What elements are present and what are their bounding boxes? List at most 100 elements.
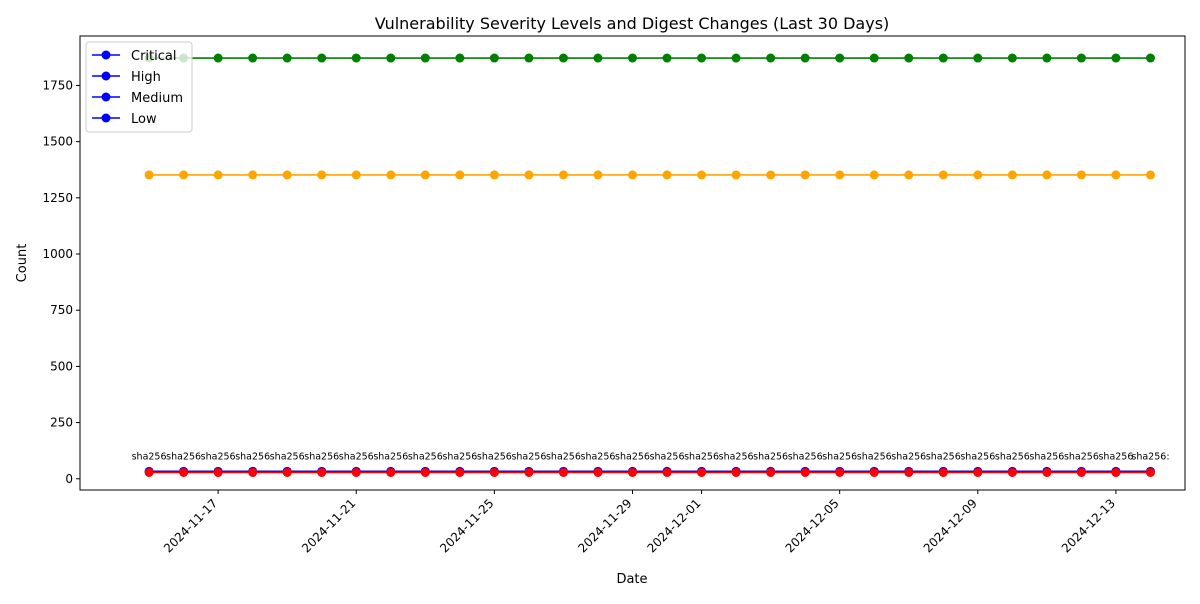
digest-annotation: sha256 (753, 452, 788, 463)
data-point (800, 53, 810, 63)
series-3 (144, 467, 1155, 477)
digest-annotation: sha256 (442, 452, 477, 463)
digest-annotation: sha256 (339, 452, 374, 463)
data-point (938, 467, 948, 477)
data-point (835, 53, 845, 63)
data-point (731, 170, 741, 180)
data-point (973, 53, 983, 63)
data-point (593, 53, 603, 63)
data-point (248, 53, 258, 63)
legend-label: High (131, 70, 161, 85)
data-point (1145, 467, 1155, 477)
data-point (835, 170, 845, 180)
digest-annotation: sha256 (719, 452, 754, 463)
data-point (1007, 467, 1017, 477)
plot-frame (79, 35, 1186, 491)
data-point (835, 467, 845, 477)
digest-annotation: sha256 (270, 452, 305, 463)
data-point (1042, 170, 1052, 180)
data-point (904, 467, 914, 477)
data-point (420, 467, 430, 477)
data-point (1076, 170, 1086, 180)
x-tick-label: 2024-11-29 (575, 496, 634, 555)
plot-area: sha256 sha256 sha256 sha256 sha256 sha256 sha2… (132, 53, 1170, 477)
data-point (697, 170, 707, 180)
data-point (869, 53, 879, 63)
data-point (179, 467, 189, 477)
data-point (351, 467, 361, 477)
data-point (524, 170, 534, 180)
data-point (248, 170, 258, 180)
data-point (317, 53, 327, 63)
digest-annotation: sha256: (1131, 452, 1169, 463)
data-point (524, 53, 534, 63)
data-point (628, 53, 637, 63)
legend-marker (101, 92, 111, 102)
data-point (317, 170, 327, 180)
data-point (179, 170, 189, 180)
digest-annotation: sha256 (926, 452, 961, 463)
digest-annotation: sha256 (1098, 452, 1133, 463)
digest-annotation: sha256 (304, 452, 339, 463)
data-point (558, 170, 568, 180)
legend-frame (85, 41, 193, 133)
data-point (386, 467, 396, 477)
data-point (628, 467, 637, 477)
x-tick-label: 2024-12-05 (783, 496, 842, 555)
series-2 (144, 466, 1155, 476)
data-point (489, 170, 499, 180)
y-tick-label: 1000 (42, 247, 73, 261)
data-point (282, 467, 292, 477)
digest-annotation: sha256 (615, 452, 650, 463)
x-tick-label: 2024-12-09 (921, 496, 980, 555)
data-point (1007, 170, 1017, 180)
data-point (1076, 467, 1086, 477)
data-point (697, 53, 707, 63)
digest-annotations: sha256 sha256 sha256 sha256 sha256 sha256 sha2… (132, 452, 1170, 463)
x-tick-label: 2024-12-13 (1059, 496, 1118, 555)
y-tick-label: 250 (50, 416, 73, 430)
data-point (697, 467, 707, 477)
y-tick-label: 0 (65, 472, 73, 486)
data-point (420, 53, 430, 63)
digest-annotation: sha256 (166, 452, 201, 463)
data-point (662, 53, 672, 63)
digest-annotation: sha256 (132, 452, 167, 463)
data-point (800, 170, 810, 180)
digest-annotation: sha256 (891, 452, 926, 463)
data-point (386, 53, 396, 63)
digest-annotation: sha256 (650, 452, 685, 463)
data-point (524, 467, 534, 477)
data-point (1076, 53, 1086, 63)
x-tick-label: 2024-11-25 (437, 496, 496, 555)
digest-annotation: sha256 (1064, 452, 1099, 463)
x-tick-label: 2024-11-17 (161, 496, 220, 555)
digest-annotation: sha256 (960, 452, 995, 463)
series-1 (144, 170, 1155, 180)
data-point (1111, 170, 1121, 180)
digest-annotation: sha256 (546, 452, 581, 463)
x-tick-label: 2024-11-21 (299, 496, 358, 555)
digest-annotation: sha256 (511, 452, 546, 463)
data-point (351, 53, 361, 63)
data-point (938, 170, 948, 180)
digest-annotation: sha256 (1029, 452, 1064, 463)
x-axis: 2024-11-17 2024-11-21 2024-11-25 2024-11-29… (161, 490, 1118, 555)
data-point (213, 467, 223, 477)
data-point (593, 467, 603, 477)
data-point (455, 170, 465, 180)
digest-annotation: sha256 (857, 452, 892, 463)
legend-label: Medium (131, 91, 183, 106)
data-point (248, 467, 258, 477)
data-point (213, 53, 223, 63)
digest-annotation: sha256 (995, 452, 1030, 463)
data-point (144, 467, 154, 477)
data-point (1042, 53, 1052, 63)
data-point (282, 53, 292, 63)
data-point (455, 467, 465, 477)
y-tick-label: 750 (50, 303, 73, 317)
y-tick-label: 1500 (42, 135, 73, 149)
digest-annotation: sha256 (235, 452, 270, 463)
